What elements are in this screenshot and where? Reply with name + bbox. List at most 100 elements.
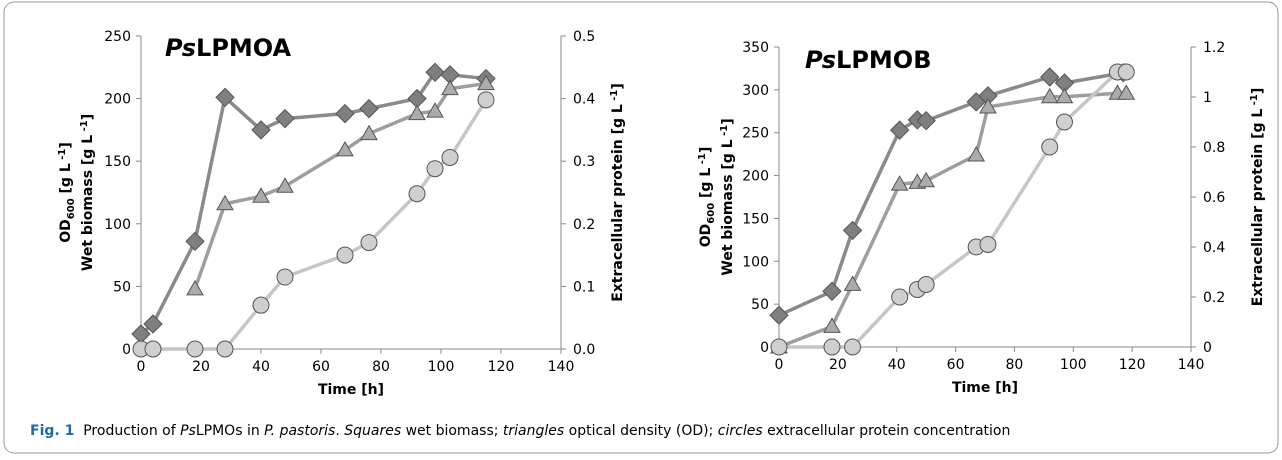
y2-tick-label: 0.2 [1203,290,1225,306]
triangle-marker [408,104,426,121]
y-tick-label: 200 [742,169,769,185]
triangle-marker [186,279,204,296]
y2-tick-label: 1.2 [1203,40,1225,56]
circle-marker [844,338,862,356]
y2-tick-label: 0.1 [573,279,595,295]
y-axis-label-part: OD [698,224,714,248]
series-line [778,70,1124,317]
y2-axis-label: Extracellular protein [g L -1] [1249,88,1266,307]
circle-marker [770,338,788,356]
y-axis-label-part: -1 [697,153,708,168]
diamond-marker [822,281,842,301]
x-tick-label: 100 [1060,357,1087,373]
chart-title-part: Ps [165,34,196,62]
y2-tick-label: 0.5 [573,29,595,45]
triangle-marker [843,275,862,291]
y-axis-label-part: ] [58,142,74,148]
triangle-marker [216,194,234,211]
x-axis-label: Time [h] [318,382,384,398]
triangle-marker [890,175,909,191]
y2-axis-label-part: ] [1250,88,1266,94]
triangle-marker [979,97,997,114]
caption-part: optical density (OD); [564,423,718,439]
x-tick-label: 40 [888,357,906,373]
circle-marker [186,340,204,358]
series-line [778,91,1127,349]
triangle-marker [441,79,459,96]
circle-marker [360,234,378,252]
circle-marker [426,160,444,178]
triangle-marker [426,102,444,118]
chart-title: PsLPMOA [165,34,292,62]
y2-tick-label: 0.4 [573,92,595,108]
diamond-marker [275,108,295,129]
x-tick-label: 60 [947,357,965,373]
chart-title: PsLPMOB [805,46,932,74]
circle-marker [823,338,841,356]
diamond-marker [889,120,910,140]
y2-axis-label: Extracellular protein [g L -1] [609,83,626,302]
caption-part: triangles [503,423,564,439]
y-axis-label-part: ] [80,114,96,120]
triangle-marker [917,171,936,188]
caption-part: . [335,423,344,439]
triangle-marker [1040,87,1059,104]
x-tick-label: 80 [1006,357,1024,373]
figure-frame [3,1,1279,454]
caption-part: P. pastoris [264,423,335,439]
y-axis-label-part: ] [698,147,714,153]
y2-tick-label: 0.2 [573,217,595,233]
caption: Fig. 1 Production of PsLPMOs in P. pasto… [30,423,1010,439]
diamond-marker [143,314,163,334]
series-line [141,98,488,351]
caption-part: Squares [344,423,401,439]
x-tick-label: 100 [428,359,455,375]
chart-title-part: Ps [805,46,836,74]
y-tick-label: 50 [751,297,769,313]
y-axis-label: OD600 [g L -1] [57,142,77,243]
circle-marker [917,276,935,293]
x-tick-label: 20 [829,357,847,373]
x-tick-label: 140 [1178,357,1205,373]
x-tick-label: 60 [312,359,330,375]
y-tick-label: 0 [122,342,131,358]
triangle-marker [967,145,986,162]
y-tick-label: 350 [742,40,769,56]
y-axis-label: Wet biomass [g L -1] [719,118,736,275]
y2-tick-label: 0.3 [573,154,595,170]
diamond-marker [359,98,379,119]
y2-tick-label: 0.0 [573,342,595,358]
y-axis-label-part: OD [58,219,74,243]
y-axis-label-part: 600 [706,203,717,224]
diamond-marker [185,231,205,252]
y-axis-label-part: -1 [57,149,68,164]
caption-part: Fig. 1 [30,423,74,439]
y-tick-label: 100 [742,254,769,270]
diamond-marker [916,111,936,131]
x-tick-label: 120 [1119,357,1146,373]
y2-tick-label: 0.8 [1203,140,1225,156]
x-tick-label: 20 [192,359,210,375]
diamond-marker [842,220,863,241]
triangle-marker [360,124,378,141]
caption-part: circles [718,423,763,439]
circle-marker [216,340,234,358]
y-tick-label: 200 [104,92,131,108]
triangle-marker [1055,87,1074,104]
y-tick-label: 0 [760,340,769,356]
circle-marker [408,185,426,203]
y-axis-label: OD600 [g L -1] [697,147,717,248]
y-axis-label-part: [g L [698,168,714,203]
y-axis-label-part: Wet biomass [g L [80,135,96,271]
circle-marker [979,236,997,253]
triangle-marker [1117,84,1136,100]
y-tick-label: 150 [104,154,131,170]
diamond-marker [1040,67,1060,87]
chart-title-part: LPMOB [836,46,931,74]
x-tick-label: 40 [252,359,270,375]
y2-tick-label: 1 [1203,90,1212,106]
caption-part: extracellular protein concentration [763,423,1011,439]
x-axis-label: Time [h] [952,380,1018,396]
y2-axis-label-part: Extracellular protein [g L [610,104,626,302]
